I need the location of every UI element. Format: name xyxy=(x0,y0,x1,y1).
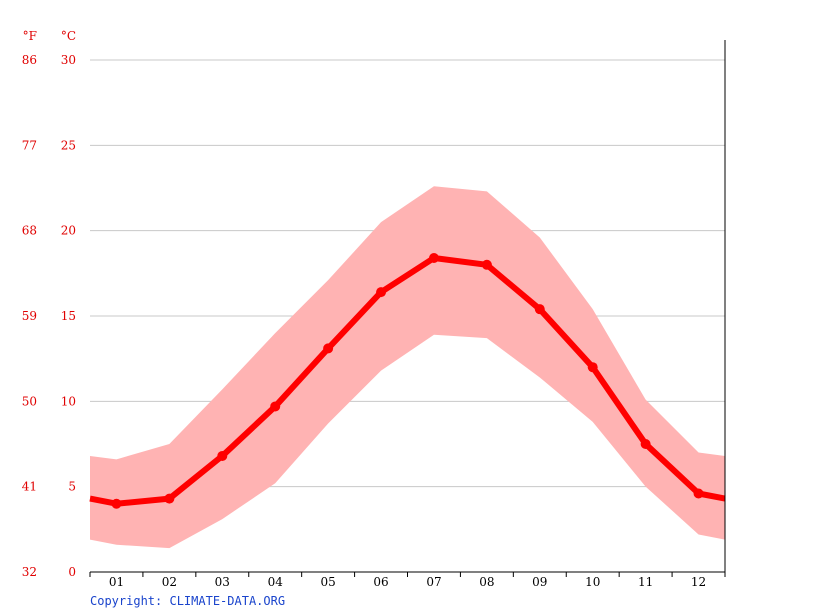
fahrenheit-unit-label: °F xyxy=(23,29,37,43)
x-tick-labels: 01 02 03 04 05 06 07 08 09 10 11 12 xyxy=(109,575,706,589)
y-tick-label-f: 77 xyxy=(22,138,37,152)
y-tick-label-f: 86 xyxy=(22,53,37,67)
data-point xyxy=(111,498,122,509)
x-tick-label: 05 xyxy=(320,575,335,589)
data-point xyxy=(693,488,704,499)
data-point xyxy=(534,304,545,315)
x-tick-label: 02 xyxy=(162,575,177,589)
data-point xyxy=(640,439,651,449)
y-tick-label-c: 15 xyxy=(61,309,76,323)
mean-temperature-line xyxy=(89,254,726,507)
y-tick-label-c: 0 xyxy=(68,565,76,579)
data-point xyxy=(323,343,334,354)
y-tick-label-f: 50 xyxy=(22,394,37,408)
temperature-range-band xyxy=(90,186,725,549)
x-tick-label: 10 xyxy=(585,575,600,589)
x-ticks xyxy=(89,572,726,577)
data-point xyxy=(428,252,439,263)
y-tick-label-c: 10 xyxy=(61,394,76,408)
x-tick-label: 11 xyxy=(638,575,653,589)
data-point xyxy=(376,287,387,298)
x-tick-label: 03 xyxy=(215,575,230,589)
celsius-unit-label: °C xyxy=(61,29,76,43)
y-tick-label-f: 41 xyxy=(22,480,37,494)
y-tick-label-f: 32 xyxy=(22,565,37,579)
data-point xyxy=(270,401,281,412)
x-tick-label: 04 xyxy=(268,575,284,589)
mean-temperature-points xyxy=(111,252,704,509)
y-tick-label-c: 5 xyxy=(68,480,76,494)
x-tick-label: 09 xyxy=(532,575,547,589)
y-tick-labels: °F °C 32 0 41 5 50 10 59 15 68 20 77 25 86 30 xyxy=(22,29,76,579)
copyright-text: Copyright: CLIMATE-DATA.ORG xyxy=(90,594,286,608)
y-tick-label-c: 20 xyxy=(61,224,76,238)
x-tick-label: 06 xyxy=(373,575,388,589)
x-tick-label: 01 xyxy=(109,575,124,589)
y-tick-label-c: 30 xyxy=(61,53,76,67)
y-tick-label-f: 59 xyxy=(22,309,37,323)
x-tick-label: 07 xyxy=(426,575,441,589)
y-tick-label-f: 68 xyxy=(22,224,37,238)
data-point xyxy=(587,362,598,373)
data-point xyxy=(217,450,228,461)
data-point xyxy=(481,259,492,270)
y-tick-label-c: 25 xyxy=(61,138,76,152)
data-point xyxy=(164,493,175,504)
x-tick-label: 12 xyxy=(691,575,706,589)
x-tick-label: 08 xyxy=(479,575,494,589)
